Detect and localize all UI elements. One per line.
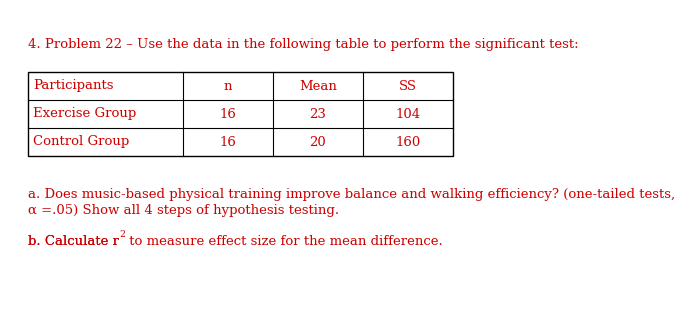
Text: 4. Problem 22 – Use the data in the following table to perform the significant t: 4. Problem 22 – Use the data in the foll… xyxy=(28,38,579,51)
Text: Participants: Participants xyxy=(33,80,114,93)
Text: 104: 104 xyxy=(396,107,421,121)
Text: 2: 2 xyxy=(119,230,125,239)
Text: α =.05) Show all 4 steps of hypothesis testing.: α =.05) Show all 4 steps of hypothesis t… xyxy=(28,204,339,217)
Text: n: n xyxy=(223,80,232,93)
Text: SS: SS xyxy=(399,80,417,93)
Text: b. Calculate r: b. Calculate r xyxy=(28,235,119,248)
Text: 16: 16 xyxy=(219,136,237,148)
Bar xyxy=(28,72,453,156)
Text: Mean: Mean xyxy=(299,80,337,93)
Text: Control Group: Control Group xyxy=(33,136,129,148)
Text: to measure effect size for the mean difference.: to measure effect size for the mean diff… xyxy=(125,235,443,248)
Text: a. Does music-based physical training improve balance and walking efficiency? (o: a. Does music-based physical training im… xyxy=(28,188,675,201)
Text: 23: 23 xyxy=(310,107,326,121)
Text: 2: 2 xyxy=(119,235,125,244)
Text: 160: 160 xyxy=(396,136,421,148)
Text: b. Calculate r: b. Calculate r xyxy=(28,235,119,248)
Text: Exercise Group: Exercise Group xyxy=(33,107,136,121)
Text: 20: 20 xyxy=(310,136,326,148)
Text: 16: 16 xyxy=(219,107,237,121)
